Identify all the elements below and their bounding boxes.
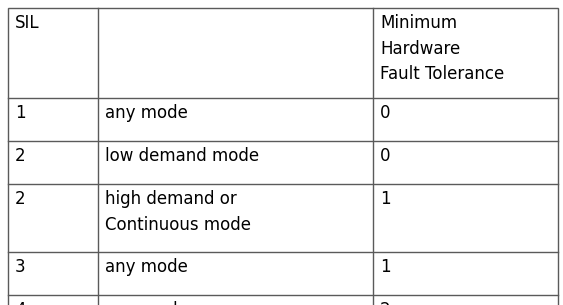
Text: any mode: any mode — [105, 258, 188, 276]
Text: high demand or
Continuous mode: high demand or Continuous mode — [105, 190, 251, 234]
Text: 2: 2 — [15, 190, 26, 208]
Text: 3: 3 — [15, 258, 26, 276]
Text: 1: 1 — [380, 258, 391, 276]
Text: 1: 1 — [15, 104, 26, 122]
Text: 4: 4 — [15, 301, 25, 305]
Text: any mode: any mode — [105, 104, 188, 122]
Text: 2: 2 — [15, 147, 26, 165]
Text: SIL: SIL — [15, 14, 39, 32]
Text: 2: 2 — [380, 301, 391, 305]
Text: low demand mode: low demand mode — [105, 147, 259, 165]
Text: 1: 1 — [380, 190, 391, 208]
Text: 0: 0 — [380, 104, 391, 122]
Text: any mode: any mode — [105, 301, 188, 305]
Text: 0: 0 — [380, 147, 391, 165]
Text: Minimum
Hardware
Fault Tolerance: Minimum Hardware Fault Tolerance — [380, 14, 504, 83]
